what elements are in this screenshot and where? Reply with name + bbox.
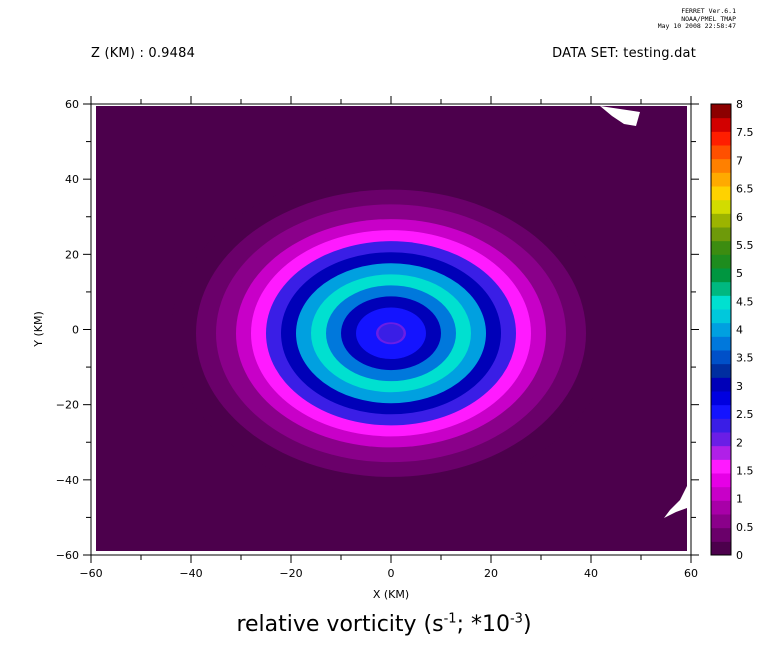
missing-data-mask xyxy=(600,106,687,518)
colorbar-swatch xyxy=(711,281,731,296)
y-tick-label: 60 xyxy=(65,98,79,111)
colorbar-swatch xyxy=(711,514,731,529)
colorbar-swatch xyxy=(711,158,731,173)
x-tick-label: 0 xyxy=(388,567,395,580)
colorbar-swatch xyxy=(711,131,731,146)
x-tick-label: −20 xyxy=(279,567,302,580)
stamp-org: NOAA/PMEL TMAP xyxy=(681,14,736,23)
contour-band xyxy=(378,324,404,343)
colorbar-swatch xyxy=(711,104,731,119)
colorbar-label: 1 xyxy=(736,493,743,506)
colorbar-swatch xyxy=(711,336,731,351)
colorbar-swatch xyxy=(711,350,731,365)
colorbar-label: 3.5 xyxy=(736,352,754,365)
colorbar-label: 2.5 xyxy=(736,408,754,421)
colorbar-swatch xyxy=(711,254,731,269)
missing-data-bottom-right xyxy=(664,486,687,518)
y-tick-label: −40 xyxy=(56,474,79,487)
title-sup2: -3 xyxy=(509,611,523,627)
colorbar-swatch xyxy=(711,227,731,242)
colorbar-swatch xyxy=(711,391,731,406)
colorbar-swatch xyxy=(711,199,731,214)
ferret-stamp: FERRET Ver.6.1 NOAA/PMEL TMAP May 10 200… xyxy=(657,7,736,31)
title-end: ) xyxy=(522,612,532,637)
y-tick-label: 0 xyxy=(72,324,79,337)
colorbar-swatch xyxy=(711,295,731,310)
colorbar-label: 1.5 xyxy=(736,464,754,477)
colorbar-swatch xyxy=(711,445,731,460)
colorbar-swatch xyxy=(711,377,731,392)
colorbar-label: 3 xyxy=(736,380,743,393)
colorbar-swatch xyxy=(711,363,731,378)
colorbar-swatch xyxy=(711,432,731,447)
colorbar-label: 4.5 xyxy=(736,295,754,308)
colorbar-swatch xyxy=(711,172,731,187)
colorbar-label: 7.5 xyxy=(736,126,754,139)
colorbar-swatch xyxy=(711,418,731,433)
colorbar-swatch xyxy=(711,527,731,542)
title-mid: ; *10 xyxy=(456,612,510,637)
colorbar-swatch xyxy=(711,309,731,324)
colorbar-label: 2 xyxy=(736,436,743,449)
colorbar-swatch xyxy=(711,500,731,515)
colorbar-swatch xyxy=(711,186,731,201)
colorbar-label: 0.5 xyxy=(736,521,754,534)
chart-title: relative vorticity (s-1; *10-3) xyxy=(0,612,768,637)
x-tick-label: −40 xyxy=(179,567,202,580)
y-tick-label: 40 xyxy=(65,173,79,186)
stamp-date: May 10 2008 22:58:47 xyxy=(657,22,736,30)
dataset-label: DATA SET: testing.dat xyxy=(552,46,696,61)
colorbar-swatch xyxy=(711,117,731,132)
colorbar-label: 0 xyxy=(736,549,743,562)
colorbar-label: 8 xyxy=(736,98,743,111)
x-axis-label: X (KM) xyxy=(373,588,409,601)
colorbar-swatch xyxy=(711,322,731,337)
colorbar-label: 6 xyxy=(736,211,743,224)
y-tick-label: −60 xyxy=(56,549,79,562)
y-tick-label: −20 xyxy=(56,399,79,412)
x-tick-label: 20 xyxy=(484,567,498,580)
missing-data-top-right xyxy=(600,106,640,126)
x-tick-label: −60 xyxy=(79,567,102,580)
colorbar-label: 7 xyxy=(736,154,743,167)
colorbar-label: 4 xyxy=(736,324,743,337)
x-tick-label: 60 xyxy=(684,567,698,580)
colorbar: 0 0.5 1 1.5 2 2.5 3 3.5 4 4.5 5 5.5 6 6.5 7 7.5 8 xyxy=(710,98,754,562)
title-text: relative vorticity (s xyxy=(236,612,444,637)
y-axis-label: Y (KM) xyxy=(32,311,45,348)
colorbar-swatch xyxy=(711,145,731,160)
stamp-version: FERRET Ver.6.1 xyxy=(681,7,736,15)
colorbar-swatch xyxy=(711,459,731,474)
title-sup1: -1 xyxy=(443,611,457,627)
z-level-label: Z (KM) : 0.9484 xyxy=(91,46,196,61)
colorbar-swatch xyxy=(711,240,731,255)
colorbar-swatch xyxy=(711,486,731,501)
colorbar-swatch xyxy=(711,473,731,488)
colorbar-swatch xyxy=(711,268,731,283)
y-tick-label: 20 xyxy=(65,248,79,261)
colorbar-label: 5 xyxy=(736,267,743,280)
colorbar-label: 6.5 xyxy=(736,183,754,196)
axes: −60 −40 −20 0 20 40 60 −60 −40 −20 0 20 40 60 xyxy=(56,96,699,580)
colorbar-label: 5.5 xyxy=(736,239,754,252)
colorbar-swatch xyxy=(711,404,731,419)
colorbar-swatch xyxy=(711,541,731,556)
colorbar-frame xyxy=(710,103,732,556)
colorbar-swatch xyxy=(711,213,731,228)
x-tick-label: 40 xyxy=(584,567,598,580)
contour-field xyxy=(96,106,687,551)
